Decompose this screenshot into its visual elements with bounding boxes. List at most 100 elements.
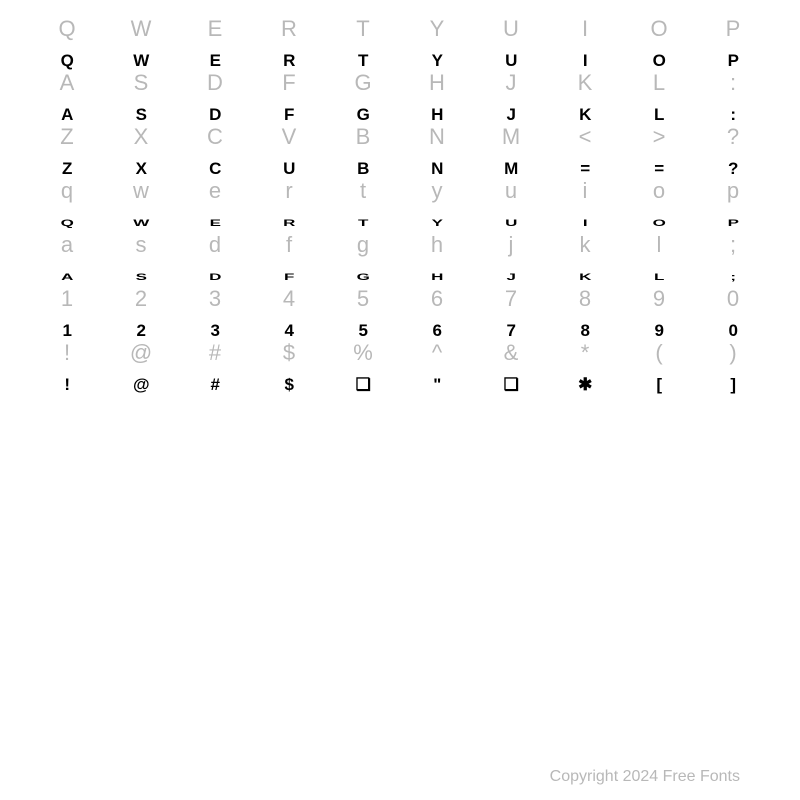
char-cell: aA bbox=[30, 234, 104, 288]
char-cell: >= bbox=[622, 126, 696, 180]
key-label: : bbox=[730, 72, 736, 94]
key-label: d bbox=[209, 234, 221, 256]
glyph-sample: N bbox=[431, 160, 443, 180]
glyph-sample: Y bbox=[432, 52, 443, 72]
glyph-sample: 0 bbox=[729, 322, 738, 342]
key-label: M bbox=[502, 126, 520, 148]
char-cell: 77 bbox=[474, 288, 548, 342]
glyph-sample: C bbox=[209, 160, 221, 180]
key-label: p bbox=[727, 180, 739, 202]
char-cell: qQ bbox=[30, 180, 104, 234]
glyph-sample: ! bbox=[64, 376, 69, 396]
key-label: & bbox=[504, 342, 519, 364]
char-cell: kK bbox=[548, 234, 622, 288]
glyph-sample: J bbox=[507, 273, 516, 284]
glyph-sample: L bbox=[654, 273, 664, 284]
key-label: i bbox=[583, 180, 588, 202]
char-cell: wW bbox=[104, 180, 178, 234]
char-cell: 55 bbox=[326, 288, 400, 342]
char-cell: ZZ bbox=[30, 126, 104, 180]
char-cell: ;; bbox=[696, 234, 770, 288]
char-cell: XX bbox=[104, 126, 178, 180]
glyph-sample: 2 bbox=[137, 322, 146, 342]
key-label: 7 bbox=[505, 288, 517, 310]
glyph-sample: O bbox=[653, 52, 666, 72]
key-label: T bbox=[356, 18, 369, 40]
glyph-sample: 3 bbox=[211, 322, 220, 342]
character-map-grid: QQWWEERRTTYYUUIIOOPPAASSDDFFGGHHJJKKLL::… bbox=[0, 0, 800, 396]
key-label: 0 bbox=[727, 288, 739, 310]
key-label: Y bbox=[430, 18, 445, 40]
key-label: S bbox=[134, 72, 149, 94]
char-cell: CC bbox=[178, 126, 252, 180]
glyph-sample: B bbox=[357, 160, 369, 180]
glyph-sample: S bbox=[136, 106, 147, 126]
key-label: u bbox=[505, 180, 517, 202]
char-cell: fF bbox=[252, 234, 326, 288]
key-label: U bbox=[503, 18, 519, 40]
key-label: H bbox=[429, 72, 445, 94]
key-label: W bbox=[131, 18, 152, 40]
key-label: 4 bbox=[283, 288, 295, 310]
key-label: N bbox=[429, 126, 445, 148]
glyph-sample: W bbox=[133, 52, 149, 72]
key-label: e bbox=[209, 180, 221, 202]
glyph-sample: 8 bbox=[581, 322, 590, 342]
char-cell: hH bbox=[400, 234, 474, 288]
glyph-sample: 5 bbox=[359, 322, 368, 342]
glyph-sample: M bbox=[504, 160, 518, 180]
key-label: C bbox=[207, 126, 223, 148]
char-cell: DD bbox=[178, 72, 252, 126]
key-label: 5 bbox=[357, 288, 369, 310]
char-cell: VU bbox=[252, 126, 326, 180]
char-cell: &❏ bbox=[474, 342, 548, 396]
char-cell: WW bbox=[104, 18, 178, 72]
key-label: ( bbox=[655, 342, 662, 364]
char-cell: jJ bbox=[474, 234, 548, 288]
glyph-sample: A bbox=[61, 273, 73, 284]
glyph-sample: P bbox=[728, 52, 739, 72]
char-cell: tT bbox=[326, 180, 400, 234]
char-cell: uU bbox=[474, 180, 548, 234]
key-label: * bbox=[581, 342, 590, 364]
key-label: t bbox=[360, 180, 366, 202]
glyph-sample: H bbox=[431, 106, 443, 126]
key-label: E bbox=[208, 18, 223, 40]
key-label: J bbox=[506, 72, 517, 94]
glyph-sample: ; bbox=[730, 273, 735, 284]
key-label: < bbox=[579, 126, 592, 148]
glyph-sample: # bbox=[211, 376, 220, 396]
char-cell: ([ bbox=[622, 342, 696, 396]
key-label: g bbox=[357, 234, 369, 256]
char-cell: 99 bbox=[622, 288, 696, 342]
char-cell: PP bbox=[696, 18, 770, 72]
glyph-sample: I bbox=[583, 219, 587, 230]
char-cell: JJ bbox=[474, 72, 548, 126]
key-label: ) bbox=[729, 342, 736, 364]
char-cell: )] bbox=[696, 342, 770, 396]
key-label: q bbox=[61, 180, 73, 202]
char-cell: ?? bbox=[696, 126, 770, 180]
char-cell: 88 bbox=[548, 288, 622, 342]
glyph-sample: @ bbox=[133, 376, 149, 396]
glyph-sample: U bbox=[505, 52, 517, 72]
key-label: L bbox=[653, 72, 665, 94]
key-label: ; bbox=[730, 234, 736, 256]
glyph-sample: ] bbox=[730, 376, 735, 396]
key-label: o bbox=[653, 180, 665, 202]
char-cell: !! bbox=[30, 342, 104, 396]
char-cell: RR bbox=[252, 18, 326, 72]
char-cell: yY bbox=[400, 180, 474, 234]
glyph-sample: G bbox=[357, 106, 370, 126]
char-cell: 00 bbox=[696, 288, 770, 342]
glyph-sample: E bbox=[210, 219, 221, 230]
glyph-sample: 9 bbox=[655, 322, 664, 342]
glyph-sample: R bbox=[283, 52, 295, 72]
key-label: 1 bbox=[61, 288, 73, 310]
glyph-sample: U bbox=[283, 160, 295, 180]
char-cell: OO bbox=[622, 18, 696, 72]
char-cell: GG bbox=[326, 72, 400, 126]
key-label: F bbox=[282, 72, 295, 94]
glyph-sample: ? bbox=[728, 160, 738, 180]
glyph-sample: ❏ bbox=[356, 376, 371, 396]
